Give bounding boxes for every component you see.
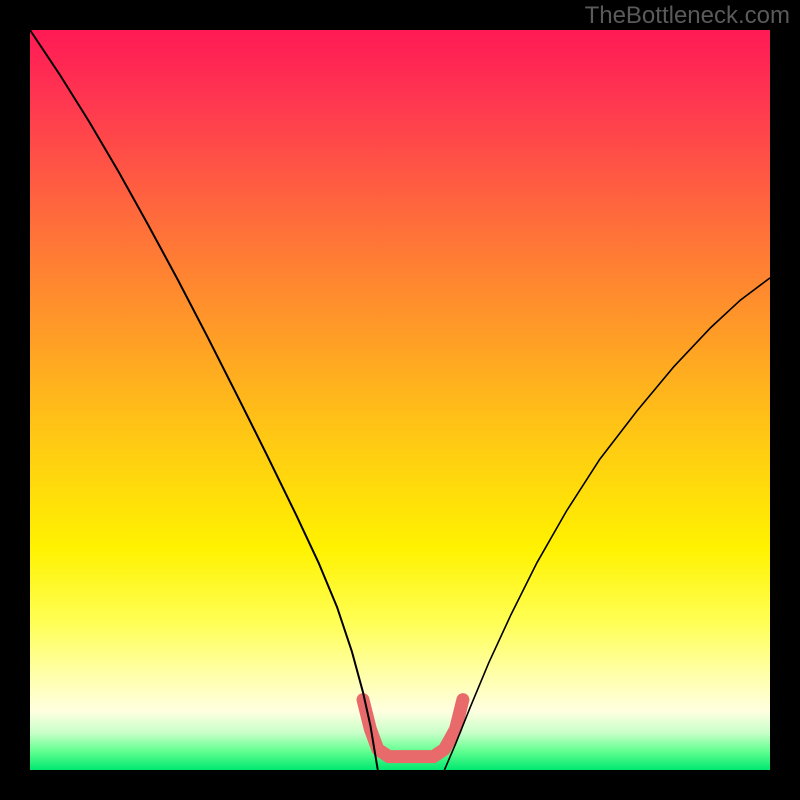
plot-area — [30, 30, 770, 770]
right-curve — [444, 278, 770, 770]
highlight-marker — [363, 700, 463, 757]
left-curve — [30, 30, 378, 770]
curve-layer — [30, 30, 770, 770]
chart-container: TheBottleneck.com — [0, 0, 800, 800]
watermark-text: TheBottleneck.com — [585, 2, 790, 30]
